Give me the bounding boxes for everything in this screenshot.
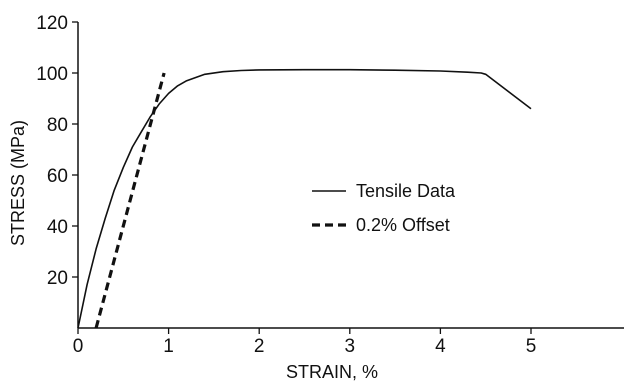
y-tick-label: 60: [47, 166, 68, 187]
axes: [77, 22, 624, 329]
y-tick-label: 40: [47, 217, 68, 238]
x-tick-label: 5: [526, 336, 537, 357]
series-tensile-line: [77, 68, 532, 329]
x-tick-label: 3: [345, 336, 356, 357]
y-tick-label: 20: [47, 268, 68, 289]
series-offset-line: [94, 72, 166, 329]
x-tick-label: 4: [435, 336, 446, 357]
ticks: 0 1 2 3 4 5 20 40 60 80 100 120: [36, 13, 536, 357]
x-tick-label: 2: [254, 336, 265, 357]
x-axis-title: STRAIN, %: [286, 362, 378, 382]
x-tick-label: 0: [73, 336, 84, 357]
series-layer: [77, 68, 532, 329]
legend-label-offset: 0.2% Offset: [356, 215, 450, 235]
y-tick-label: 80: [47, 115, 68, 136]
legend-label-tensile-data: Tensile Data: [356, 181, 456, 201]
x-tick-label: 1: [163, 336, 174, 357]
y-tick-label: 120: [36, 13, 68, 34]
y-tick-label: 100: [36, 64, 68, 85]
y-axis-title: STRESS (MPa): [8, 120, 28, 246]
legend: Tensile Data 0.2% Offset: [312, 181, 456, 235]
y-axis-title-group: STRESS (MPa): [8, 120, 28, 246]
